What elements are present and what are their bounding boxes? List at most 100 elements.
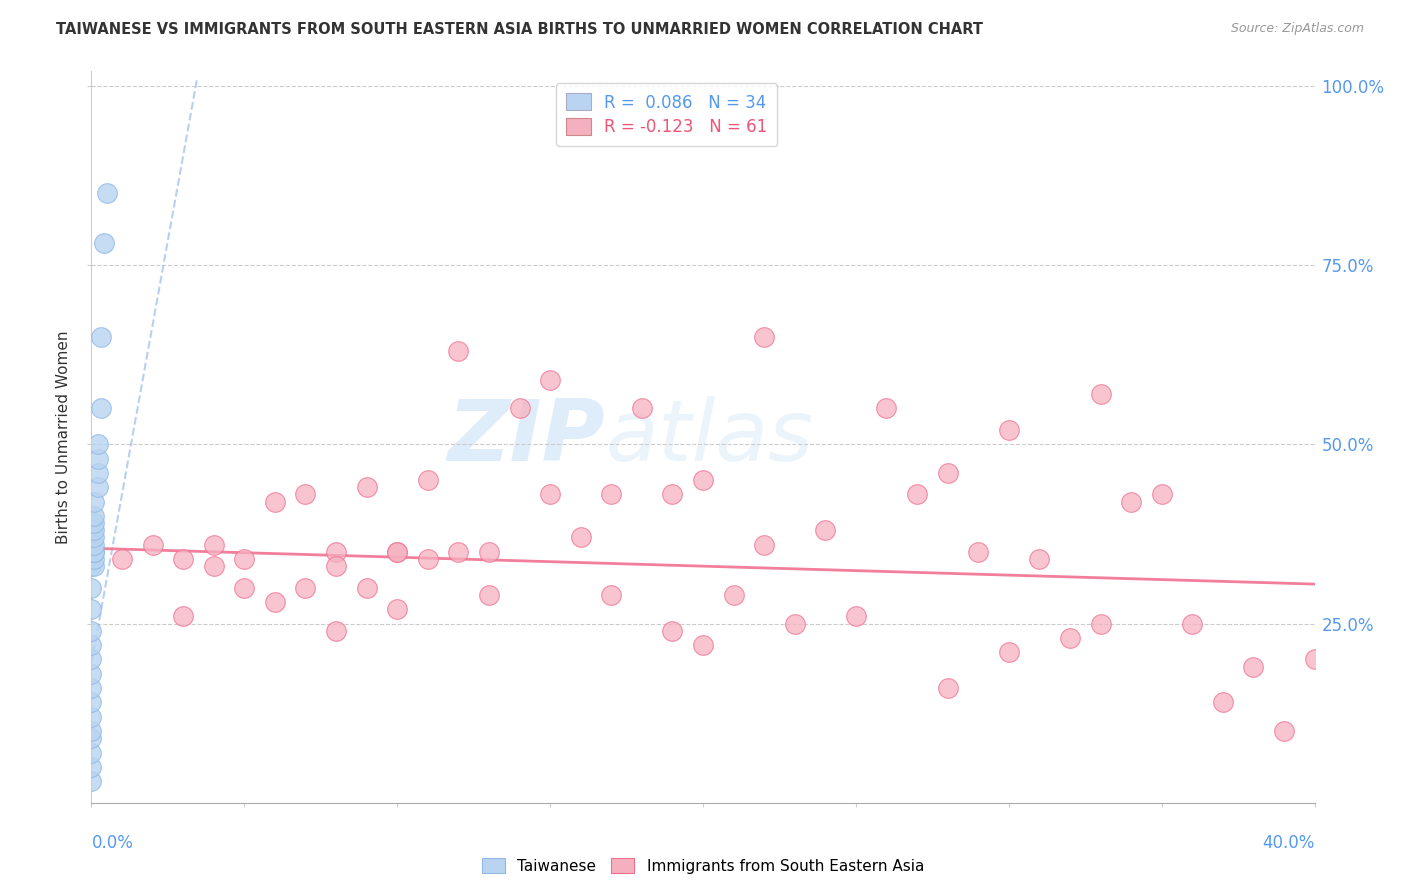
Point [86, 480, 108, 494]
Point [86, 466, 108, 480]
Point [356, 581, 378, 595]
Point [1272, 724, 1295, 739]
Point [83, 494, 105, 508]
Point [83, 545, 105, 559]
Point [998, 645, 1021, 659]
Point [385, 545, 409, 559]
Point [1090, 387, 1112, 401]
Point [1181, 616, 1204, 631]
Point [692, 473, 714, 487]
Text: Source: ZipAtlas.com: Source: ZipAtlas.com [1230, 22, 1364, 36]
Point [967, 545, 990, 559]
Point [600, 487, 623, 501]
Point [325, 624, 347, 638]
Point [509, 401, 531, 416]
Point [80, 760, 103, 774]
Point [754, 538, 776, 552]
Point [783, 616, 806, 631]
Point [294, 487, 316, 501]
Point [661, 487, 683, 501]
Point [814, 524, 837, 538]
Point [1059, 631, 1081, 645]
Point [325, 545, 347, 559]
Legend: R =  0.086   N = 34, R = -0.123   N = 61: R = 0.086 N = 34, R = -0.123 N = 61 [555, 83, 778, 146]
Point [385, 545, 409, 559]
Point [90, 401, 112, 416]
Point [202, 559, 225, 574]
Point [538, 373, 561, 387]
Point [905, 487, 928, 501]
Point [80, 695, 103, 709]
Point [83, 508, 105, 523]
Point [80, 559, 103, 574]
Point [998, 423, 1021, 437]
Point [111, 552, 134, 566]
Point [83, 545, 105, 559]
Point [202, 538, 225, 552]
Point [86, 451, 108, 466]
Point [80, 731, 103, 746]
Point [356, 480, 378, 494]
Point [80, 602, 103, 616]
Point [416, 552, 439, 566]
Point [80, 581, 103, 595]
Point [80, 710, 103, 724]
Point [845, 609, 868, 624]
Point [80, 724, 103, 739]
Point [83, 552, 105, 566]
Point [86, 437, 108, 451]
Point [80, 746, 103, 760]
Point [80, 638, 103, 652]
Point [141, 538, 163, 552]
Point [875, 401, 898, 416]
Point [447, 344, 470, 359]
Point [416, 473, 439, 487]
Point [661, 624, 683, 638]
Point [936, 681, 959, 695]
Text: atlas: atlas [605, 395, 813, 479]
Point [83, 538, 105, 552]
Point [233, 552, 256, 566]
Point [325, 559, 347, 574]
Point [264, 595, 287, 609]
Point [723, 588, 745, 602]
Point [96, 186, 118, 201]
Text: 0.0%: 0.0% [91, 834, 134, 852]
Point [478, 545, 501, 559]
Point [1090, 616, 1112, 631]
Point [172, 552, 194, 566]
Point [538, 487, 561, 501]
Point [80, 681, 103, 695]
Point [1121, 494, 1143, 508]
Point [569, 531, 592, 545]
Point [83, 531, 105, 545]
Point [83, 524, 105, 538]
Point [936, 466, 959, 480]
Point [600, 588, 623, 602]
Y-axis label: Births to Unmarried Women: Births to Unmarried Women [56, 330, 72, 544]
Point [1303, 652, 1326, 666]
Point [447, 545, 470, 559]
Text: TAIWANESE VS IMMIGRANTS FROM SOUTH EASTERN ASIA BIRTHS TO UNMARRIED WOMEN CORREL: TAIWANESE VS IMMIGRANTS FROM SOUTH EASTE… [56, 22, 983, 37]
Point [90, 329, 112, 343]
Point [93, 236, 115, 251]
Point [264, 494, 287, 508]
Point [631, 401, 654, 416]
Point [385, 602, 409, 616]
Point [294, 581, 316, 595]
Text: 40.0%: 40.0% [1263, 834, 1315, 852]
Point [80, 624, 103, 638]
Legend: Taiwanese, Immigrants from South Eastern Asia: Taiwanese, Immigrants from South Eastern… [475, 852, 931, 880]
Point [233, 581, 256, 595]
Text: ZIP: ZIP [447, 395, 605, 479]
Point [83, 516, 105, 530]
Point [1028, 552, 1050, 566]
Point [1212, 695, 1234, 709]
Point [80, 538, 103, 552]
Point [80, 666, 103, 681]
Point [172, 609, 194, 624]
Point [80, 774, 103, 789]
Point [754, 329, 776, 343]
Point [1243, 659, 1265, 673]
Point [83, 559, 105, 574]
